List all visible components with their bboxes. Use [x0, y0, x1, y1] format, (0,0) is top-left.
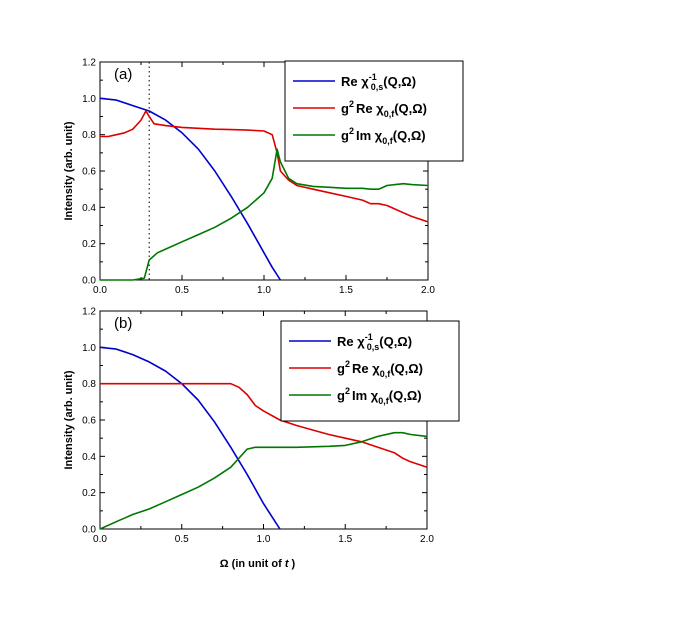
- y-tick-label: 1.2: [82, 307, 96, 318]
- y-tick-label: 0.8: [82, 130, 96, 141]
- y-tick-label: 0.4: [82, 203, 96, 214]
- legend-main: Re χ: [337, 334, 365, 349]
- legend-sub: 0,f: [380, 369, 392, 379]
- legend-main: g: [337, 388, 345, 403]
- x-tick-label: 1.5: [338, 534, 352, 545]
- legend-label-2: g2 Im χ0,f(Q,Ω): [341, 126, 426, 146]
- legend: Re χ-1 0,s(Q,Ω)g2 Re χ0,f(Q,Ω)g2 Im χ0,f(Q,…: [284, 60, 464, 162]
- panel-label: (a): [114, 66, 132, 83]
- y-tick-label: 0.4: [82, 452, 96, 463]
- y-axis-title: Intensity (arb. unit): [63, 121, 75, 220]
- series-line-1: [100, 382, 428, 468]
- legend-tail: (Q,Ω): [393, 128, 426, 143]
- x-tick-label: 0.5: [175, 285, 189, 296]
- legend-main: g: [337, 361, 345, 376]
- legend-label-0: Re χ-1 0,s(Q,Ω): [337, 332, 412, 352]
- y-tick-label: 0.0: [82, 525, 96, 536]
- y-tick-label: 1.2: [82, 58, 96, 69]
- legend-tail: (Q,Ω): [394, 101, 427, 116]
- legend-sup: -1: [369, 72, 377, 82]
- y-axis-title: Intensity (arb. unit): [63, 370, 75, 469]
- x-axis-title-unit: t: [285, 558, 290, 570]
- legend-label-1: g2 Re χ0,f(Q,Ω): [337, 359, 423, 379]
- legend-box: [280, 320, 460, 422]
- legend-tail: (Q,Ω): [390, 361, 423, 376]
- legend-label-1: g2 Re χ0,f(Q,Ω): [341, 99, 427, 119]
- y-tick-label: 0.6: [82, 416, 96, 427]
- legend-sup: 2: [349, 126, 354, 136]
- x-axis-title-close: ): [288, 558, 295, 570]
- legend-sub: 0,s: [367, 342, 380, 352]
- legend-sup: 2: [345, 359, 350, 369]
- y-tick-label: 1.0: [82, 94, 96, 105]
- legend: Re χ-1 0,s(Q,Ω)g2 Re χ0,f(Q,Ω)g2 Im χ0,f(Q,…: [280, 320, 460, 422]
- x-axis-title: Ω (in unit of t ): [220, 558, 296, 570]
- legend-sup: 2: [349, 99, 354, 109]
- x-tick-label: 1.5: [339, 285, 353, 296]
- legend-tail: (Q,Ω): [379, 334, 412, 349]
- legend-main: g: [341, 101, 349, 116]
- series-line-0: [99, 97, 282, 281]
- legend-sub: 0,s: [371, 82, 384, 92]
- legend-sub: 0,f: [384, 109, 396, 119]
- x-tick-label: 0.0: [93, 285, 107, 296]
- legend-sub: 0,f: [378, 396, 390, 406]
- y-tick-label: 0.8: [82, 379, 96, 390]
- legend-main2: Re χ: [352, 361, 380, 376]
- series-line-1: [100, 110, 429, 223]
- x-axis-title-main: Ω (in unit of: [220, 558, 285, 570]
- x-tick-label: 2.0: [420, 534, 434, 545]
- y-tick-label: 1.0: [82, 343, 96, 354]
- series-line-0: [99, 346, 281, 530]
- legend-box: [284, 60, 464, 162]
- legend-sup: 2: [345, 386, 350, 396]
- legend-label-2: g2 Im χ0,f(Q,Ω): [337, 386, 422, 406]
- legend-main: g: [341, 128, 349, 143]
- legend-main2: Im χ: [356, 128, 383, 143]
- legend-main2: Re χ: [356, 101, 384, 116]
- legend-sup: -1: [365, 332, 373, 342]
- legend-tail: (Q,Ω): [389, 388, 422, 403]
- legend-label-0: Re χ-1 0,s(Q,Ω): [341, 72, 416, 92]
- x-tick-label: 2.0: [421, 285, 435, 296]
- y-tick-label: 0.2: [82, 488, 96, 499]
- legend-main: Re χ: [341, 74, 369, 89]
- legend-tail: (Q,Ω): [383, 74, 416, 89]
- y-tick-label: 0.6: [82, 167, 96, 178]
- series-line-2: [100, 148, 429, 281]
- panel-b: 0.0 0.5 1.0 1.5 2.0 0.0 0.2 0.4 0.6 0.8 1.0 1.2 Inte…: [63, 307, 460, 570]
- panel-a: 0.0 0.5 1.0 1.5 2.0 0.0 0.2 0.4 0.6 0.8 1.0 1.2 Inte…: [63, 58, 464, 296]
- y-tick-label: 0.0: [82, 276, 96, 287]
- legend-sub: 0,f: [382, 136, 394, 146]
- series-line-2: [99, 431, 428, 530]
- y-tick-label: 0.2: [82, 239, 96, 250]
- x-tick-label: 0.5: [175, 534, 189, 545]
- legend-main2: Im χ: [352, 388, 379, 403]
- x-tick-label: 1.0: [257, 534, 271, 545]
- panel-label: (b): [114, 315, 132, 332]
- x-tick-label: 0.0: [93, 534, 107, 545]
- x-tick-label: 1.0: [257, 285, 271, 296]
